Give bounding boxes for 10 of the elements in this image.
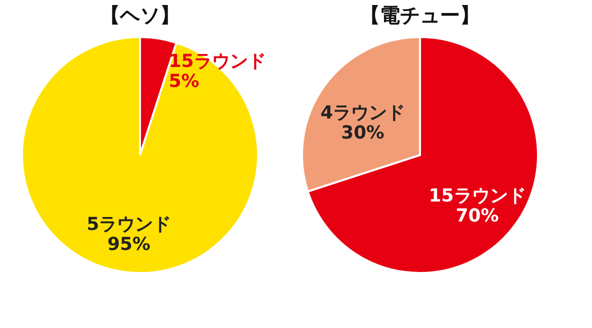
data-label: 5% [168,70,200,92]
slice-label: 5ラウンド [86,214,172,235]
slice-label: 15ラウンド [168,50,266,72]
data-label: 70% [456,206,499,227]
data-label: 95% [107,234,150,255]
data-label: 30% [341,122,384,144]
chart-title: 【ヘソ】 [100,3,180,27]
chart-title: 【電チュー】 [360,3,480,27]
slice-label: 4ラウンド [320,102,405,124]
slice-label: 15ラウンド [428,186,526,207]
